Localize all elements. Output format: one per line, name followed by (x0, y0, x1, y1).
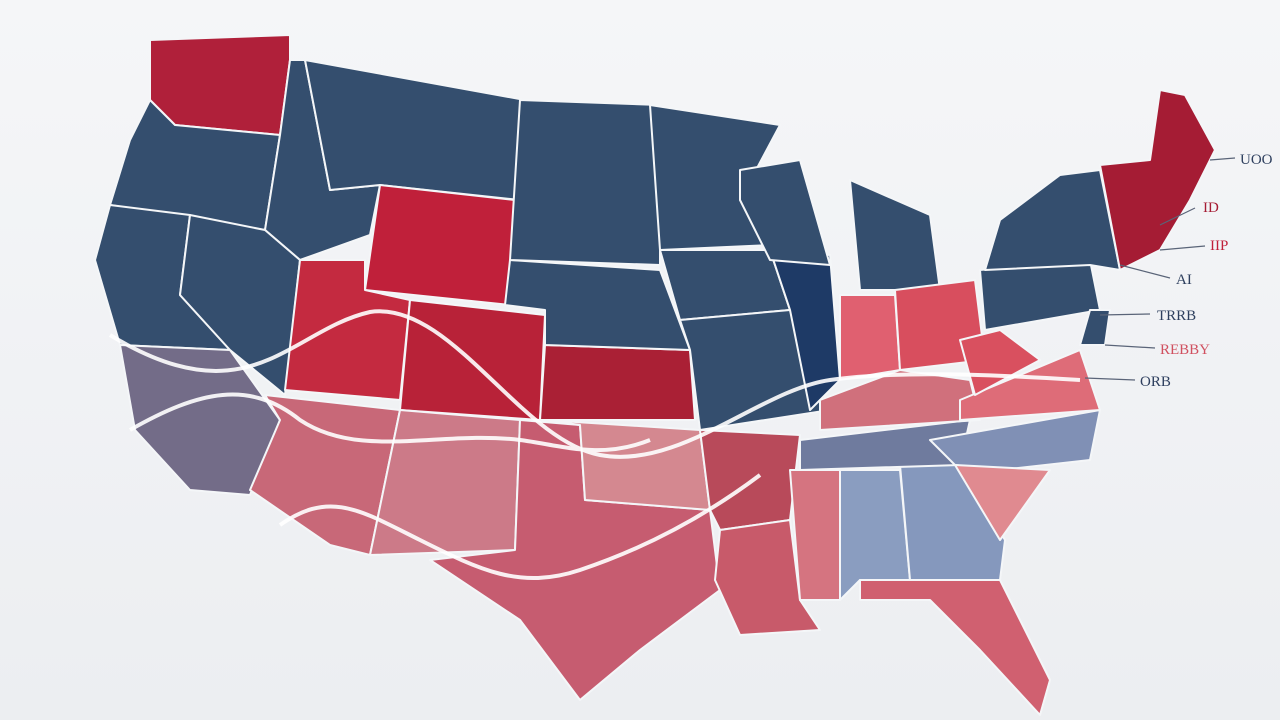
callout-label: REBBY (1160, 342, 1210, 358)
state (789, 469, 841, 601)
leader-line (1099, 313, 1151, 316)
state (179, 214, 301, 396)
curve (129, 392, 651, 453)
state (929, 409, 1101, 471)
state (839, 294, 901, 381)
state (504, 259, 691, 351)
callout-label: ID (1203, 200, 1219, 216)
state (544, 419, 711, 511)
leader-lines (1084, 157, 1236, 381)
leader-line (1209, 157, 1236, 161)
state (954, 464, 1051, 541)
callouts: UOO ID IIP AI TRRB REBBY ORB (1140, 152, 1273, 390)
state (364, 184, 516, 306)
leader-line (1084, 377, 1136, 381)
state (679, 309, 831, 431)
state (739, 159, 831, 266)
callout-label: TRRB (1157, 308, 1196, 324)
state (1099, 89, 1216, 271)
state (509, 99, 661, 266)
callout-label: IIP (1210, 238, 1228, 254)
leader-line (1119, 264, 1171, 279)
curve (278, 473, 762, 581)
callout-label: AI (1176, 272, 1192, 288)
callout-label: UOO (1240, 152, 1273, 168)
callout-label: ORB (1140, 374, 1171, 390)
leader-line (1159, 245, 1206, 251)
state (959, 349, 1101, 421)
state (859, 579, 1051, 716)
states (94, 34, 1216, 716)
state (539, 344, 696, 421)
leader-line (1159, 207, 1196, 226)
leader-line (1104, 344, 1156, 349)
trend-curves (108, 309, 1081, 581)
state (714, 519, 821, 636)
